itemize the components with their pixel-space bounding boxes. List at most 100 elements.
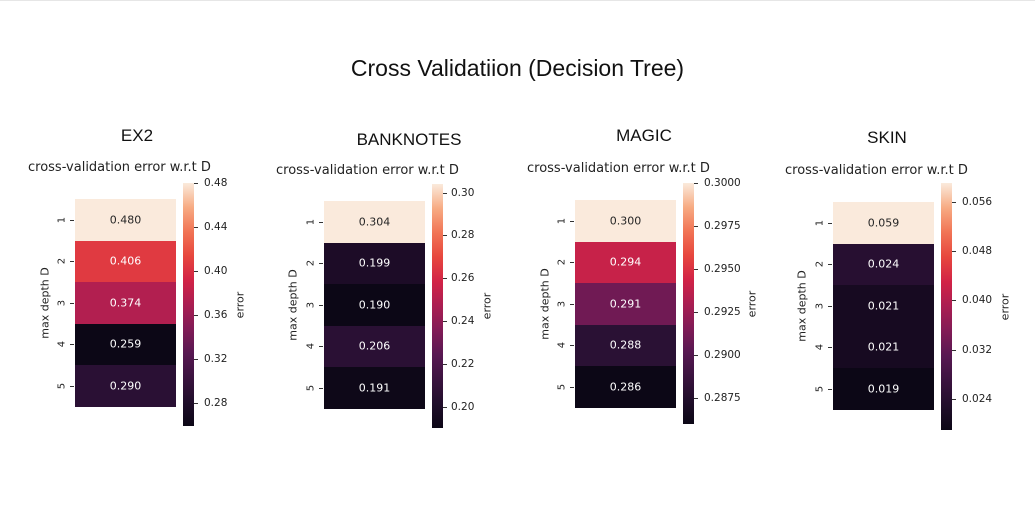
- cell-value-label: 0.059: [867, 216, 900, 230]
- row-tick-mark: [70, 219, 74, 221]
- colorbar-tick-mark: [443, 406, 447, 408]
- y-axis-label: max depth D: [795, 270, 809, 342]
- colorbar-tick-mark: [443, 363, 447, 365]
- colorbar-tick-label: 0.28: [204, 396, 228, 409]
- colorbar-tick-mark: [694, 312, 698, 314]
- row-tick-label: 2: [556, 259, 568, 266]
- row-tick-mark: [319, 387, 323, 389]
- row-tick-mark: [319, 346, 323, 348]
- colorbar-tick-label: 0.48: [204, 177, 228, 189]
- row-tick-label: 3: [556, 300, 568, 307]
- colorbar-tick-mark: [443, 235, 447, 237]
- heatmap-cell: [575, 283, 676, 325]
- row-tick-mark: [828, 222, 832, 224]
- colorbar-tick-label: 0.40: [204, 264, 228, 277]
- chart-title: cross-validation error w.r.t D: [527, 161, 710, 176]
- cell-value-label: 0.406: [109, 254, 142, 268]
- colorbar-tick-mark: [443, 320, 447, 322]
- colorbar-tick-mark: [694, 183, 698, 184]
- colorbar-tick-mark: [443, 278, 447, 280]
- colorbar-tick-label: 0.048: [962, 244, 993, 257]
- heatmap-cell: [575, 366, 676, 408]
- cell-value-label: 0.199: [358, 256, 391, 270]
- colorbar-tick-mark: [694, 355, 698, 357]
- colorbar-label: error: [998, 293, 1012, 320]
- colorbar-tick-label: 0.040: [962, 294, 993, 307]
- row-tick-label: 2: [56, 258, 68, 265]
- cell-value-label: 0.304: [358, 215, 391, 229]
- row-tick-label: 4: [56, 341, 68, 348]
- row-tick-label: 5: [56, 382, 68, 389]
- dataset-title: EX2: [120, 126, 154, 145]
- colorbar: [941, 183, 952, 430]
- row-tick-mark: [70, 385, 74, 387]
- y-axis-label: max depth D: [286, 269, 300, 341]
- colorbar-tick-label: 0.2975: [704, 220, 741, 233]
- colorbar-tick-label: 0.24: [451, 314, 475, 327]
- cell-value-label: 0.190: [358, 298, 391, 312]
- cell-value-label: 0.294: [609, 255, 642, 269]
- chart-title: cross-validation error w.r.t D: [785, 163, 968, 178]
- colorbar: [683, 183, 694, 424]
- heatmap-cell: [75, 282, 176, 324]
- row-tick-label: 1: [814, 219, 826, 226]
- colorbar-tick-label: 0.20: [451, 400, 475, 413]
- colorbar-tick-label: 0.024: [962, 393, 993, 406]
- row-tick-mark: [828, 388, 832, 390]
- colorbar-tick-mark: [952, 349, 956, 351]
- row-tick-mark: [570, 262, 574, 264]
- colorbar-tick-label: 0.2925: [704, 306, 741, 319]
- colorbar-tick-label: 0.032: [962, 343, 993, 356]
- colorbar: [432, 184, 443, 428]
- cell-value-label: 0.019: [867, 382, 900, 396]
- heatmap-cell: [324, 242, 425, 285]
- colorbar: [183, 183, 194, 426]
- cell-value-label: 0.374: [109, 296, 142, 310]
- heatmap-cell: [324, 284, 425, 326]
- row-tick-label: 3: [305, 301, 317, 308]
- colorbar-tick-mark: [194, 358, 198, 360]
- row-tick-mark: [570, 345, 574, 347]
- cell-value-label: 0.480: [109, 213, 142, 227]
- colorbar-tick-mark: [952, 300, 956, 302]
- dataset-title: BANKNOTES: [356, 130, 462, 149]
- row-tick-mark: [70, 344, 74, 346]
- colorbar-tick-mark: [694, 226, 698, 228]
- colorbar-tick-label: 0.2950: [704, 263, 741, 276]
- y-axis-label: max depth D: [538, 268, 552, 340]
- row-tick-mark: [828, 347, 832, 349]
- colorbar-tick-mark: [194, 270, 198, 272]
- heatmap-cell: [575, 324, 676, 367]
- cell-value-label: 0.290: [109, 379, 142, 393]
- colorbar-tick-mark: [952, 201, 956, 203]
- heatmap-cell: [324, 367, 425, 409]
- row-tick-label: 2: [814, 261, 826, 268]
- row-tick-label: 5: [814, 385, 826, 392]
- heatmap-cell: [833, 285, 934, 327]
- colorbar-tick-mark: [694, 269, 698, 271]
- colorbar-tick-mark: [443, 192, 447, 194]
- colorbar-tick-label: 0.36: [204, 308, 228, 321]
- top-border: [0, 0, 1035, 1]
- heatmap-cell: [833, 368, 934, 410]
- colorbar-tick-mark: [194, 226, 198, 228]
- colorbar-tick-label: 0.2875: [704, 392, 741, 405]
- colorbar-label: error: [233, 291, 247, 318]
- row-tick-mark: [70, 302, 74, 304]
- row-tick-label: 3: [56, 299, 68, 306]
- dataset-title: SKIN: [867, 128, 907, 147]
- row-tick-mark: [319, 263, 323, 265]
- colorbar-tick-mark: [194, 314, 198, 316]
- cell-value-label: 0.191: [358, 381, 391, 395]
- colorbar-tick-label: 0.2900: [704, 349, 741, 362]
- row-tick-label: 2: [305, 260, 317, 267]
- heatmap-cell: [324, 201, 425, 243]
- heatmap-cell: [575, 241, 676, 284]
- heatmap-cell: [575, 200, 676, 242]
- heatmap-cell: [75, 323, 176, 366]
- heatmap-cell: [833, 202, 934, 244]
- colorbar-tick-label: 0.32: [204, 352, 228, 365]
- row-tick-label: 4: [814, 344, 826, 351]
- figure-title: Cross Validatiion (Decision Tree): [350, 55, 685, 81]
- colorbar-tick-label: 0.28: [451, 229, 475, 242]
